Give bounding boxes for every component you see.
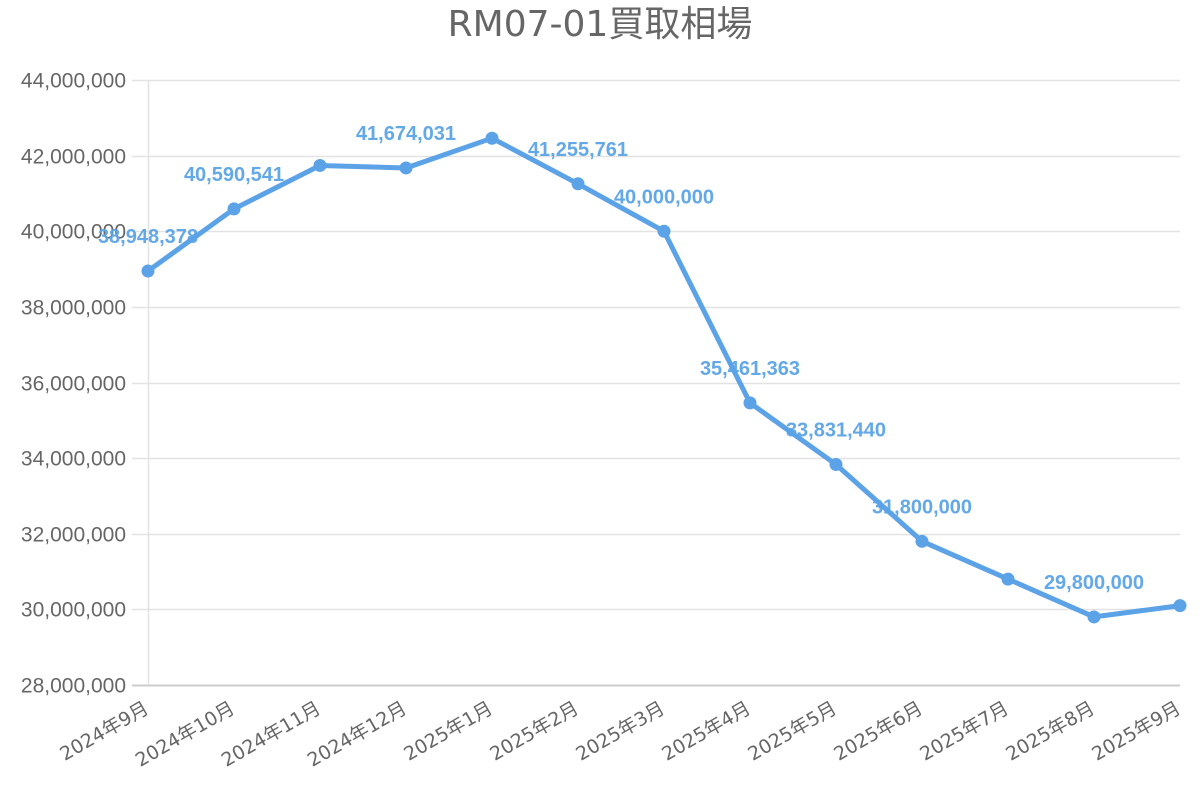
data-label: 41,674,031 (356, 123, 456, 145)
data-labels: 38,948,378 40,590,541 41,674,031 41,255,761… (98, 123, 1144, 594)
x-axis: 2024年9月2024年10月2024年11月2024年12月2025年1月20… (56, 697, 1184, 771)
x-tick-label: 2025年6月 (830, 697, 926, 765)
x-tick-label: 2025年9月 (1088, 697, 1184, 765)
data-point[interactable] (571, 177, 585, 191)
y-tick-label: 28,000,000 (21, 675, 126, 698)
x-tick-label: 2025年7月 (916, 697, 1012, 765)
data-label: 40,590,541 (184, 164, 284, 186)
y-tick-label: 44,000,000 (21, 70, 126, 93)
data-label: 41,255,761 (528, 139, 628, 161)
y-tick-label: 42,000,000 (21, 146, 126, 169)
data-label: 29,800,000 (1044, 572, 1144, 594)
data-point[interactable] (313, 158, 327, 172)
y-tick-label: 40,000,000 (21, 221, 126, 244)
x-tick-label: 2025年3月 (572, 697, 668, 765)
data-point[interactable] (485, 131, 499, 145)
y-tick-label: 34,000,000 (21, 448, 126, 471)
data-series-line (141, 131, 1187, 624)
data-point[interactable] (743, 396, 757, 410)
x-tick-label: 2025年2月 (486, 697, 582, 765)
y-tick-label: 36,000,000 (21, 373, 126, 396)
data-point[interactable] (915, 534, 929, 548)
series-line (145, 135, 1183, 620)
data-point[interactable] (829, 457, 843, 471)
data-label: 33,831,440 (786, 419, 886, 441)
data-point[interactable] (227, 202, 241, 216)
y-tick-label: 30,000,000 (21, 599, 126, 622)
y-axis: 28,000,000 30,000,000 32,000,000 34,000,000… (21, 70, 150, 698)
y-tick-label: 32,000,000 (21, 524, 126, 547)
data-point[interactable] (657, 224, 671, 238)
data-point[interactable] (1173, 599, 1187, 613)
x-tick-label: 2025年1月 (400, 697, 496, 765)
x-tick-label: 2025年8月 (1002, 697, 1098, 765)
gridlines (132, 79, 1180, 687)
data-point[interactable] (1087, 610, 1101, 624)
data-label: 35,461,363 (700, 358, 800, 380)
data-point[interactable] (1001, 572, 1015, 586)
data-point[interactable] (141, 264, 155, 278)
x-tick-label: 2025年4月 (658, 697, 754, 765)
chart-title: RM07-01買取相場 (447, 4, 753, 45)
data-label: 38,948,378 (98, 226, 198, 248)
y-tick-label: 38,000,000 (21, 297, 126, 320)
x-tick-label: 2025年5月 (744, 697, 840, 765)
data-point[interactable] (399, 161, 413, 175)
data-label: 31,800,000 (872, 496, 972, 518)
data-label: 40,000,000 (614, 186, 714, 208)
